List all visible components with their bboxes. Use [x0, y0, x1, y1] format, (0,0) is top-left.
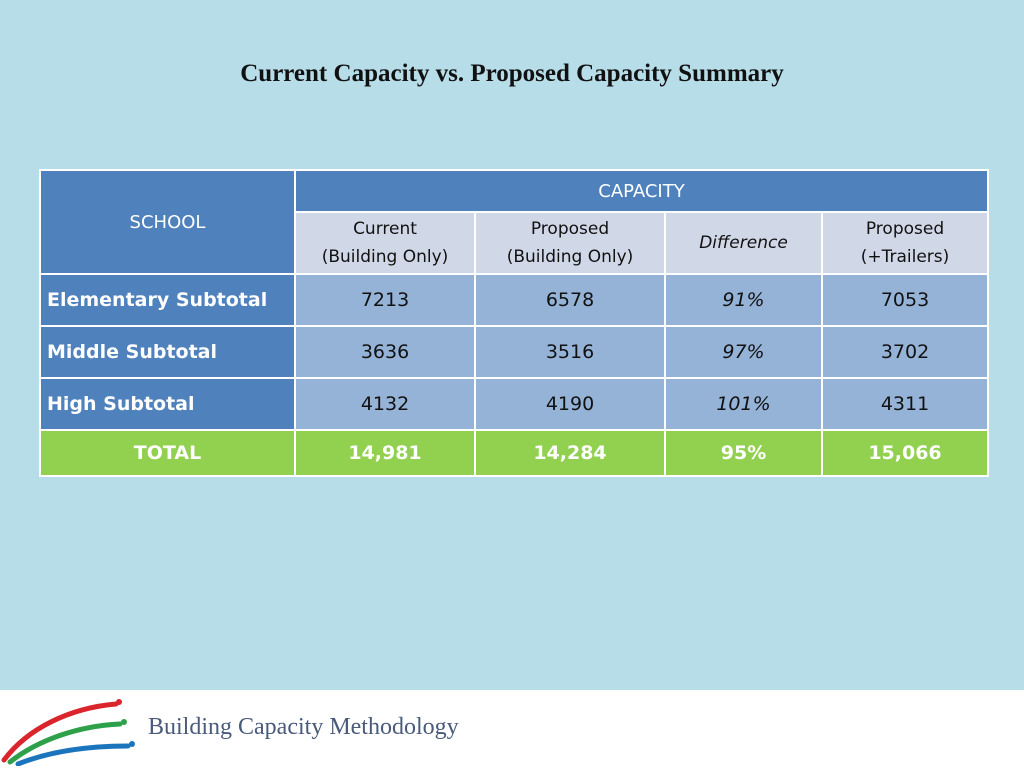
- footer-bar: Building Capacity Methodology: [0, 690, 1024, 768]
- header-line: Proposed: [530, 219, 610, 239]
- total-trailers-cell: 15,066: [821, 429, 989, 477]
- proposed-trailers-cell: 7053: [821, 273, 989, 327]
- proposed-trailers-cell: 4311: [821, 377, 989, 431]
- footer-title: Building Capacity Methodology: [148, 714, 459, 740]
- row-label: Elementary Subtotal: [39, 273, 296, 327]
- total-proposed-cell: 14,284: [474, 429, 666, 477]
- row-label: Middle Subtotal: [39, 325, 296, 379]
- table-row: High Subtotal 4132 4190 101% 4311: [39, 377, 989, 431]
- proposed-trailers-header: Proposed (+Trailers): [821, 211, 989, 275]
- difference-cell: 97%: [664, 325, 823, 379]
- row-label: High Subtotal: [39, 377, 296, 431]
- header-line: (Building Only): [506, 247, 634, 267]
- difference-cell: 91%: [664, 273, 823, 327]
- proposed-building-only-header: Proposed (Building Only): [474, 211, 666, 275]
- capacity-summary-table: SCHOOL CAPACITY Current (Building Only) …: [39, 169, 989, 477]
- total-difference-cell: 95%: [664, 429, 823, 477]
- table-row: Middle Subtotal 3636 3516 97% 3702: [39, 325, 989, 379]
- swoosh-logo-icon: [1, 699, 135, 766]
- slide-title: Current Capacity vs. Proposed Capacity S…: [240, 60, 784, 87]
- proposed-capacity-cell: 4190: [474, 377, 666, 431]
- current-capacity-cell: 4132: [294, 377, 476, 431]
- header-line: (Building Only): [321, 247, 449, 267]
- school-header: SCHOOL: [39, 169, 296, 275]
- total-row: TOTAL 14,981 14,284 95% 15,066: [39, 429, 989, 477]
- total-current-cell: 14,981: [294, 429, 476, 477]
- table-row: Elementary Subtotal 7213 6578 91% 7053: [39, 273, 989, 327]
- capacity-header: CAPACITY: [294, 169, 989, 213]
- proposed-capacity-cell: 6578: [474, 273, 666, 327]
- current-capacity-cell: 3636: [294, 325, 476, 379]
- current-building-only-header: Current (Building Only): [294, 211, 476, 275]
- proposed-trailers-cell: 3702: [821, 325, 989, 379]
- header-line: Current: [353, 219, 417, 239]
- difference-cell: 101%: [664, 377, 823, 431]
- proposed-capacity-cell: 3516: [474, 325, 666, 379]
- header-line: Proposed: [865, 219, 945, 239]
- header-line: (+Trailers): [860, 247, 950, 267]
- difference-header: Difference: [664, 211, 823, 275]
- total-label: TOTAL: [39, 429, 296, 477]
- current-capacity-cell: 7213: [294, 273, 476, 327]
